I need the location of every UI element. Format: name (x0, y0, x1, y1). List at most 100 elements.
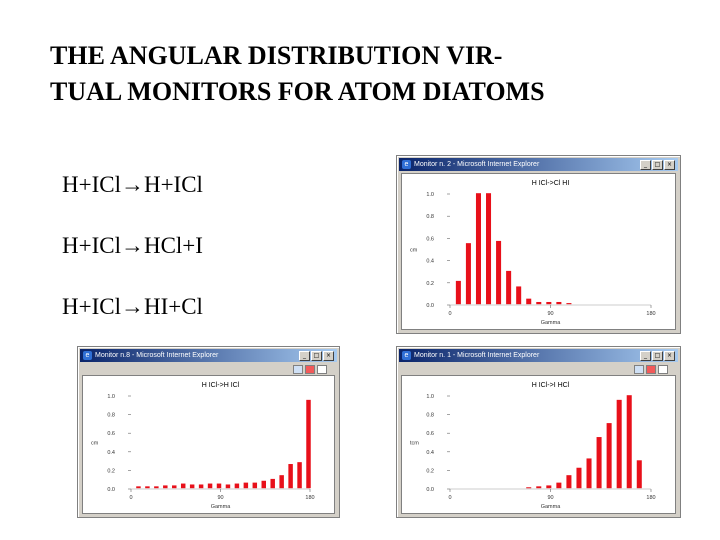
x-axis-label: Gamma (541, 320, 562, 326)
x-axis-label: Gamma (541, 504, 562, 510)
slide-title: THE ANGULAR DISTRIBUTION VIR- TUAL MONIT… (50, 38, 690, 110)
window-title: Monitor n. 2 - Microsoft Internet Explor… (414, 161, 540, 168)
monitor-window-1: e Monitor n. 1 - Microsoft Internet Expl… (396, 346, 681, 518)
bar (198, 484, 204, 489)
bar (225, 484, 231, 489)
bar (526, 298, 532, 305)
bar (288, 464, 293, 489)
y-tick-label: 0.4 (107, 450, 115, 456)
x-tick-label: 90 (547, 311, 553, 317)
y-tick-label: 0.4 (426, 450, 434, 456)
maximize-button[interactable]: □ (652, 160, 663, 170)
minimize-button[interactable]: _ (640, 160, 651, 170)
bar (596, 437, 602, 489)
reaction-list: H+ICl→H+ICl H+ICl→HCl+I H+ICl→HI+Cl (62, 170, 203, 353)
print-icon[interactable] (634, 365, 644, 374)
y-tick-label: 0.0 (426, 303, 434, 309)
help-icon[interactable] (317, 365, 327, 374)
reaction-item: H+ICl→H+ICl (62, 172, 203, 197)
close-button[interactable]: × (323, 351, 334, 361)
print-icon[interactable] (293, 365, 303, 374)
bar (536, 486, 542, 489)
bar (516, 286, 522, 305)
x-tick-label: 0 (448, 495, 451, 501)
bar (536, 301, 542, 305)
help-icon[interactable] (658, 365, 668, 374)
internet-explorer-icon: e (83, 351, 92, 360)
y-axis-label: cm (91, 441, 99, 447)
y-tick-label: 0.6 (426, 236, 434, 242)
y-tick-label: 0.2 (107, 468, 115, 474)
x-tick-label: 180 (646, 311, 655, 317)
y-tick-label: 0.8 (426, 214, 434, 220)
bar (136, 486, 141, 489)
bar (586, 458, 592, 489)
internet-explorer-icon: e (402, 160, 411, 169)
bar (606, 423, 612, 489)
window-titlebar: e Monitor n.8 - Microsoft Internet Explo… (80, 349, 337, 362)
y-tick-label: 1.0 (107, 394, 115, 400)
window-title: Monitor n.8 - Microsoft Internet Explore… (95, 352, 219, 359)
x-axis-label: Gamma (211, 504, 232, 510)
close-button[interactable]: × (664, 160, 675, 170)
bar (252, 482, 258, 489)
y-tick-label: 0.6 (426, 431, 434, 437)
bar (546, 485, 552, 489)
reaction-item: H+ICl→HCl+I (62, 233, 203, 258)
y-tick-label: 1.0 (426, 394, 434, 400)
save-icon[interactable] (646, 365, 656, 374)
chart-area: H ICl->Cl HI 0.0 0.2 0.4 0.6 0.8 1.0 cm 0 90 180 Ga… (401, 173, 676, 330)
y-tick-label: 0.8 (426, 413, 434, 419)
bar (636, 460, 642, 489)
bar (306, 399, 311, 489)
bar (297, 462, 302, 489)
bar (216, 483, 222, 489)
y-tick-label: 0.8 (107, 413, 115, 419)
maximize-button[interactable]: □ (311, 351, 322, 361)
bar (172, 485, 177, 489)
chart-svg: H ICl->H ICl 0.0 0.2 0.4 0.6 0.8 1.0 cm 0 90 180 Ga… (91, 382, 315, 510)
bar (465, 243, 471, 305)
bar (506, 270, 512, 305)
y-tick-label: 0.2 (426, 281, 434, 287)
y-axis-label: tcm (410, 441, 419, 447)
minimize-button[interactable]: _ (640, 351, 651, 361)
bar (626, 395, 632, 489)
slide-title-line-2: TUAL MONITORS FOR ATOM DIATOMS (50, 77, 545, 106)
bar (189, 484, 195, 489)
bar (576, 467, 582, 489)
y-axis-label: cm (410, 248, 418, 254)
bar (180, 483, 186, 489)
monitor-window-2: e Monitor n. 2 - Microsoft Internet Expl… (396, 155, 681, 334)
window-title: Monitor n. 1 - Microsoft Internet Explor… (414, 352, 540, 359)
save-icon[interactable] (305, 365, 315, 374)
bar (261, 480, 266, 489)
window-titlebar: e Monitor n. 2 - Microsoft Internet Expl… (399, 158, 678, 171)
y-tick-label: 0.6 (107, 431, 115, 437)
maximize-button[interactable]: □ (652, 351, 663, 361)
internet-explorer-icon: e (402, 351, 411, 360)
x-tick-label: 90 (217, 495, 223, 501)
bar (455, 280, 461, 305)
bar (496, 240, 502, 305)
monitor-window-8: e Monitor n.8 - Microsoft Internet Explo… (77, 346, 340, 518)
x-tick-label: 180 (646, 495, 655, 501)
y-tick-label: 1.0 (426, 192, 434, 198)
y-tick-label: 0.4 (426, 259, 434, 265)
bar (279, 475, 284, 489)
slide-title-line-1: THE ANGULAR DISTRIBUTION VIR- (50, 41, 503, 70)
chart-title: H ICl->Cl HI (532, 180, 570, 187)
x-tick-label: 90 (547, 495, 553, 501)
bar (270, 478, 275, 489)
bar (486, 193, 492, 305)
window-titlebar: e Monitor n. 1 - Microsoft Internet Expl… (399, 349, 678, 362)
minimize-button[interactable]: _ (299, 351, 310, 361)
close-button[interactable]: × (664, 351, 675, 361)
chart-svg: H ICl->Cl HI 0.0 0.2 0.4 0.6 0.8 1.0 cm 0 90 180 Ga… (410, 180, 656, 326)
y-tick-label: 0.2 (426, 468, 434, 474)
x-tick-label: 0 (448, 311, 451, 317)
bar (145, 486, 150, 489)
bar (546, 301, 552, 305)
bar (475, 193, 481, 305)
bar (526, 487, 532, 489)
